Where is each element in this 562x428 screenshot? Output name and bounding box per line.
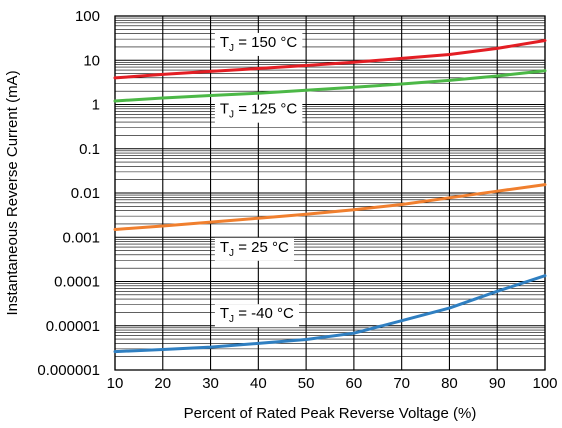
x-tick-label: 60 — [346, 375, 363, 392]
series-line-4 — [113, 274, 547, 354]
series-annotation-1: TJ = 150 °C — [214, 32, 303, 56]
x-tick-label: 40 — [250, 375, 267, 392]
annotation-subscript: J — [229, 43, 234, 54]
x-tick-label: 100 — [532, 375, 557, 392]
x-tick-label: 70 — [393, 375, 410, 392]
annotation-label: TJ = 150 °C — [220, 34, 297, 54]
series-annotation-3: TJ = 25 °C — [214, 237, 295, 261]
annotation-label: TJ = 25 °C — [220, 239, 289, 259]
annotation-main-text: T — [220, 305, 229, 322]
x-tick-label: 50 — [298, 375, 315, 392]
y-tick-labels: 0.000001 0.00001 0.0001 0.001 0.01 0.1 1 10 100 — [37, 8, 100, 379]
annotation-rest-text: = 25 °C — [234, 239, 289, 256]
annotation-backdrop — [214, 237, 295, 261]
annotation-main-text: T — [220, 239, 229, 256]
series-layer — [113, 39, 547, 354]
plot-frame — [114, 15, 546, 371]
annotation-label: TJ = 125 °C — [220, 101, 297, 121]
y-tick-label: 0.001 — [62, 229, 100, 246]
y-tick-label: 0.01 — [71, 185, 100, 202]
y-tick-label: 1 — [92, 97, 100, 114]
y-axis-title: Instantaneous Reverse Current (mA) — [4, 70, 21, 315]
annotation-label: TJ = -40 °C — [220, 305, 294, 325]
annotation-backdrop — [214, 99, 303, 123]
x-tick-label: 80 — [441, 375, 458, 392]
y-tick-label: 100 — [75, 8, 100, 25]
annotation-rest-text: = 125 °C — [234, 101, 297, 118]
x-tick-label: 30 — [202, 375, 219, 392]
x-tick-label: 90 — [489, 375, 506, 392]
x-tick-label: 20 — [154, 375, 171, 392]
series-annotation-4: TJ = -40 °C — [214, 304, 300, 328]
y-tick-label: 0.000001 — [37, 362, 100, 379]
series-line-2 — [113, 69, 547, 103]
series-line-3 — [113, 183, 547, 231]
annotation-rest-text: = 150 °C — [234, 34, 297, 51]
x-axis-title: Percent of Rated Peak Reverse Voltage (%… — [184, 405, 477, 422]
x-tick-label: 10 — [107, 375, 124, 392]
annotation-backdrop — [214, 32, 303, 56]
y-tick-label: 10 — [83, 52, 100, 69]
series-line-1 — [113, 39, 547, 80]
annotation-rest-text: = -40 °C — [234, 305, 294, 322]
annotation-subscript: J — [229, 110, 234, 121]
annotation-subscript: J — [229, 248, 234, 259]
y-tick-label: 0.00001 — [46, 318, 100, 335]
x-tick-labels: 10 20 30 40 50 60 70 80 90 100 — [107, 375, 558, 392]
annotation-main-text: T — [220, 34, 229, 51]
series-annotation-2: TJ = 125 °C — [214, 99, 303, 123]
y-tick-label: 0.1 — [79, 141, 100, 158]
annotation-layer: TJ = 150 °CTJ = 125 °CTJ = 25 °CTJ = -40… — [214, 32, 303, 328]
y-tick-label: 0.0001 — [54, 274, 100, 291]
annotation-backdrop — [214, 304, 300, 328]
annotation-main-text: T — [220, 101, 229, 118]
annotation-subscript: J — [229, 314, 234, 325]
